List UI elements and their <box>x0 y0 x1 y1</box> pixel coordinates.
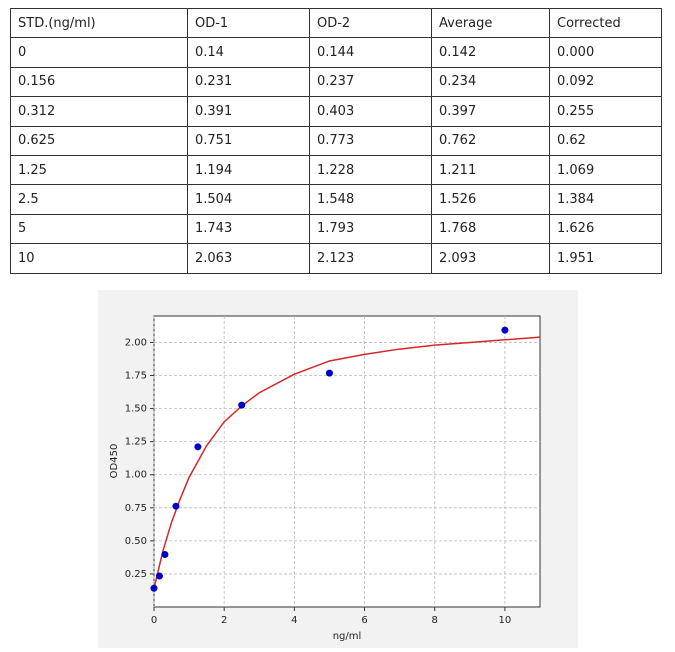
table-cell: 0.156 <box>10 66 188 98</box>
x-tick-label: 0 <box>151 615 157 626</box>
table-cell: 1.526 <box>431 184 550 215</box>
chart: ng/ml OD450 0.25 0.50 0.75 1.00 1.25 1.50 1.75… <box>98 290 578 648</box>
y-tick-label: 1.75 <box>125 371 147 382</box>
table-cell: 0.144 <box>309 37 432 68</box>
x-tick-label: 10 <box>499 615 512 626</box>
table-cell: OD-1 <box>187 7 310 39</box>
table-row: 0 0.14 0.144 0.142 0.000 <box>10 37 662 68</box>
table-cell: 0.62 <box>549 125 662 156</box>
table-cell: 0.255 <box>549 96 662 127</box>
table-cell: 1.194 <box>187 154 310 186</box>
table-cell: 1.211 <box>431 154 550 186</box>
data-point <box>238 401 246 409</box>
x-tick-label: 6 <box>361 615 367 626</box>
table-row: 0.625 0.751 0.773 0.762 0.62 <box>10 125 662 156</box>
table-cell: 0.092 <box>549 66 662 98</box>
table-cell: 1.951 <box>549 243 662 274</box>
data-point <box>155 572 163 580</box>
table-cell: 2.5 <box>10 184 188 215</box>
table-cell: 0.773 <box>309 125 432 156</box>
table-cell: Corrected <box>549 7 662 39</box>
table-cell: 0 <box>10 37 188 68</box>
table-cell: 1.228 <box>309 154 432 186</box>
table-row: 10 2.063 2.123 2.093 1.951 <box>10 243 662 274</box>
y-axis-label: OD450 <box>109 444 120 479</box>
table-cell: 0.312 <box>10 96 188 127</box>
table-cell: 2.063 <box>187 243 310 274</box>
x-tick-label: 2 <box>221 615 227 626</box>
table-cell: 1.25 <box>10 154 188 186</box>
table-cell: 1.384 <box>549 184 662 215</box>
table-cell: 0.234 <box>431 66 550 98</box>
y-tick-label: 0.50 <box>125 536 147 547</box>
table-row: 2.5 1.504 1.548 1.526 1.384 <box>10 184 662 215</box>
table-cell: 0.142 <box>431 37 550 68</box>
data-table: STD.(ng/ml) OD-1 OD-2 Average Corrected 0 0.14… <box>10 7 662 274</box>
table-cell: 0.237 <box>309 66 432 98</box>
data-point <box>501 326 509 334</box>
table-cell: 0.751 <box>187 125 310 156</box>
data-point <box>161 550 169 558</box>
table-cell: 1.548 <box>309 184 432 215</box>
y-tick-label: 1.25 <box>125 437 147 448</box>
table-row: 0.312 0.391 0.403 0.397 0.255 <box>10 96 662 127</box>
data-point <box>172 502 180 510</box>
plot-area <box>153 315 541 608</box>
header-row: STD.(ng/ml) OD-1 OD-2 Average Corrected <box>10 7 662 39</box>
table-cell: 2.093 <box>431 243 550 274</box>
data-point <box>194 443 202 451</box>
table-cell: 0.391 <box>187 96 310 127</box>
data-point <box>325 369 333 377</box>
table-cell: 1.793 <box>309 213 432 245</box>
x-axis-label: ng/ml <box>333 631 362 642</box>
table-cell: 1.743 <box>187 213 310 245</box>
table-cell: 1.069 <box>549 154 662 186</box>
table-cell: 0.397 <box>431 96 550 127</box>
table-cell: 10 <box>10 243 188 274</box>
x-tick-label: 8 <box>432 615 438 626</box>
y-tick-label: 1.00 <box>125 470 147 481</box>
table-cell: OD-2 <box>309 7 432 39</box>
table-cell: 0.403 <box>309 96 432 127</box>
y-tick-label: 0.25 <box>125 569 147 580</box>
table-cell: Average <box>431 7 550 39</box>
table-row: 5 1.743 1.793 1.768 1.626 <box>10 213 662 245</box>
table-cell: 5 <box>10 213 188 245</box>
table-cell: 1.626 <box>549 213 662 245</box>
table-cell: 0.14 <box>187 37 310 68</box>
table-row: 0.156 0.231 0.237 0.234 0.092 <box>10 66 662 98</box>
data-point <box>150 584 158 592</box>
table-cell: 0.625 <box>10 125 188 156</box>
y-tick-label: 0.75 <box>125 503 147 514</box>
y-tick-label: 2.00 <box>125 337 147 348</box>
y-tick-label: 1.50 <box>125 404 147 415</box>
x-tick-label: 4 <box>291 615 297 626</box>
table-row: 1.25 1.194 1.228 1.211 1.069 <box>10 154 662 186</box>
table-cell: 0.762 <box>431 125 550 156</box>
table-cell: 1.768 <box>431 213 550 245</box>
table-cell: 1.504 <box>187 184 310 215</box>
table-cell: 0.000 <box>549 37 662 68</box>
table-cell: 0.231 <box>187 66 310 98</box>
table-cell: STD.(ng/ml) <box>10 7 188 39</box>
table-cell: 2.123 <box>309 243 432 274</box>
